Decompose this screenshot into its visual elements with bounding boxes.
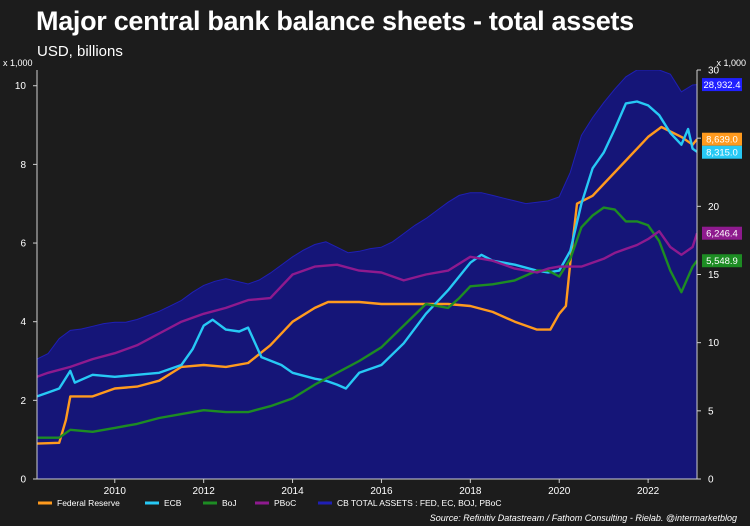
source-note: Source: Refinitiv Datastream / Fathom Co…: [430, 513, 737, 523]
area-series-layer: [37, 70, 697, 479]
left-axis-tick-label: 2: [20, 396, 26, 407]
last-value-label-boj: 5,548.9: [706, 256, 738, 267]
x-axis-tick-label: 2012: [193, 486, 216, 497]
x-axis-tick-label: 2018: [459, 486, 482, 497]
x-axis-tick-label: 2022: [637, 486, 660, 497]
left-axis-tick-label: 6: [20, 239, 26, 250]
legend: Federal Reserve ECB BoJ PBoC CB TOTAL ASSETS…: [38, 498, 502, 508]
series-line-boj: [37, 206, 697, 439]
line-series-layer: [37, 100, 697, 445]
left-axis-tick-label: 4: [20, 317, 26, 328]
last-value-badges: 28,932.4 8,639.0 8,315.0 6,246.4 5,548.9: [702, 78, 742, 268]
last-value-label-cb-total-assets-fed-ec-boj-pboc: 28,932.4: [704, 80, 741, 91]
right-axis-tick-label: 15: [708, 270, 720, 281]
x-axis-tick-label: 2010: [104, 486, 127, 497]
legend-item-federal-reserve: Federal Reserve: [38, 498, 120, 508]
last-value-badge-federal-reserve: [702, 132, 742, 146]
left-axis-unit-label: x 1,000: [3, 58, 33, 68]
right-axis-tick-label: 5: [708, 406, 714, 417]
legend-item-cb-total-assets-fed-ec-boj-pboc: CB TOTAL ASSETS : FED, EC, BOJ, PBoC: [318, 498, 502, 508]
left-axis-tick-label: 0: [20, 475, 26, 486]
x-axis-tick-label: 2020: [548, 486, 571, 497]
right-axis-tick-label: 0: [708, 475, 714, 486]
series-line-federal-reserve: [37, 125, 697, 445]
right-axis-tick-label: 30: [708, 66, 720, 77]
legend-label: BoJ: [222, 498, 237, 508]
legend-label: Federal Reserve: [57, 498, 120, 508]
axes-layer: 0246810051015202530201020122014201620182…: [15, 66, 720, 498]
series-area-cb-total-assets-fed-ec-boj-pboc: [37, 70, 697, 479]
last-value-badge-cb-total-assets-fed-ec-boj-pboc: [702, 78, 742, 92]
right-axis-tick-label: 10: [708, 338, 720, 349]
legend-label: CB TOTAL ASSETS : FED, EC, BOJ, PBoC: [337, 498, 502, 508]
legend-label: PBoC: [274, 498, 296, 508]
page-title: Major central bank balance sheets - tota…: [36, 6, 634, 36]
last-value-label-pboc: 6,246.4: [706, 229, 738, 240]
right-axis-tick-label: 20: [708, 202, 720, 213]
last-value-badge-ecb: [702, 145, 742, 159]
page-subtitle: USD, billions: [37, 43, 123, 60]
last-value-label-federal-reserve: 8,639.0: [706, 135, 738, 146]
right-axis-unit-label: x 1,000: [716, 58, 746, 68]
legend-item-boj: BoJ: [203, 498, 237, 508]
last-value-badge-pboc: [702, 226, 742, 240]
x-axis-tick-label: 2016: [370, 486, 393, 497]
x-axis-tick-label: 2014: [281, 486, 304, 497]
left-axis-tick-label: 8: [20, 160, 26, 171]
left-axis-tick-label: 10: [15, 81, 27, 92]
legend-item-pboc: PBoC: [255, 498, 296, 508]
series-line-pboc: [37, 230, 697, 378]
legend-label: ECB: [164, 498, 182, 508]
legend-item-ecb: ECB: [145, 498, 182, 508]
last-value-label-ecb: 8,315.0: [706, 148, 738, 159]
series-line-ecb: [37, 100, 697, 398]
last-value-badge-boj: [702, 254, 742, 268]
